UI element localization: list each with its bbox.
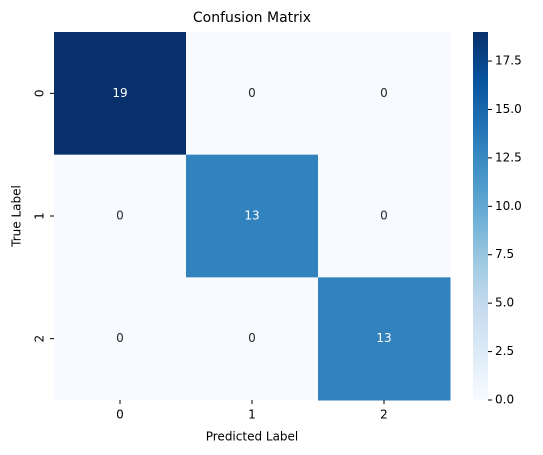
cell-label: 0 [380, 209, 388, 223]
colorbar-tick-label: 0.0 [495, 393, 514, 407]
heatmap-cell [318, 277, 451, 401]
cell-label: 0 [248, 331, 256, 345]
x-tick-label: 0 [116, 408, 124, 422]
cell-label: 0 [248, 86, 256, 100]
x-tick-label: 1 [248, 408, 256, 422]
chart-title: Confusion Matrix [193, 10, 311, 26]
cell-label: 13 [376, 331, 391, 345]
colorbar-tick-label: 10.0 [495, 199, 522, 213]
cell-label: 0 [380, 86, 388, 100]
x-axis-label: Predicted Label [206, 430, 299, 444]
colorbar-tick-label: 17.5 [495, 54, 522, 68]
cell-label: 13 [244, 209, 259, 223]
y-tick-label: 2 [33, 335, 47, 343]
heatmap-cell [318, 154, 451, 278]
y-tick-label: 1 [33, 212, 47, 220]
y-tick-label: 0 [33, 90, 47, 98]
heatmap-cell [318, 32, 451, 156]
heatmap-cell [186, 154, 319, 278]
heatmap-cell [54, 277, 187, 401]
heatmap-cell [186, 32, 319, 156]
colorbar [473, 32, 488, 400]
heatmap-cell [186, 277, 319, 401]
colorbar-tick-label: 15.0 [495, 102, 522, 116]
x-tick-label: 2 [380, 408, 388, 422]
heatmap-cell [54, 154, 187, 278]
colorbar-tick-label: 5.0 [495, 296, 514, 310]
colorbar-tick-label: 2.5 [495, 344, 514, 358]
cell-label: 0 [116, 331, 124, 345]
colorbar-tick-label: 7.5 [495, 247, 514, 261]
cell-label: 19 [112, 86, 127, 100]
colorbar-tick-label: 12.5 [495, 150, 522, 164]
cell-label: 0 [116, 209, 124, 223]
heatmap-cell [54, 32, 187, 156]
y-axis-label: True Label [10, 185, 24, 248]
